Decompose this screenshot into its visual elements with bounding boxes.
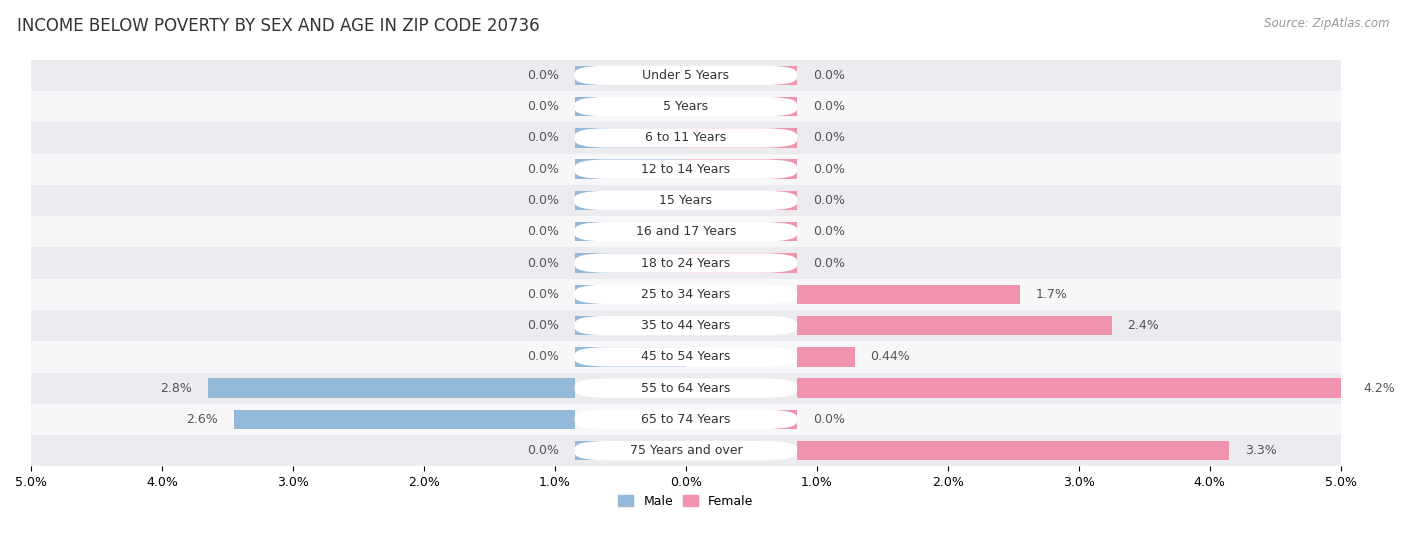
Text: Source: ZipAtlas.com: Source: ZipAtlas.com	[1264, 17, 1389, 30]
FancyBboxPatch shape	[575, 441, 797, 461]
FancyBboxPatch shape	[575, 378, 797, 398]
Text: 1.7%: 1.7%	[1036, 288, 1067, 301]
Text: 0.0%: 0.0%	[813, 131, 845, 144]
Text: 0.0%: 0.0%	[813, 100, 845, 113]
Text: 0.0%: 0.0%	[527, 444, 558, 457]
Text: Under 5 Years: Under 5 Years	[643, 69, 730, 82]
Text: 0.0%: 0.0%	[813, 194, 845, 207]
Text: 3.3%: 3.3%	[1246, 444, 1277, 457]
Text: 16 and 17 Years: 16 and 17 Years	[636, 225, 737, 238]
Bar	[686, 410, 797, 429]
FancyBboxPatch shape	[575, 65, 797, 85]
Text: 0.0%: 0.0%	[527, 288, 558, 301]
Bar	[797, 441, 1229, 461]
Bar	[575, 159, 686, 179]
Text: 0.0%: 0.0%	[813, 69, 845, 82]
Text: 0.0%: 0.0%	[527, 163, 558, 176]
Text: 2.4%: 2.4%	[1128, 319, 1159, 332]
FancyBboxPatch shape	[575, 128, 797, 148]
Text: 6 to 11 Years: 6 to 11 Years	[645, 131, 727, 144]
Text: 2.6%: 2.6%	[187, 413, 218, 426]
Bar	[31, 310, 1341, 341]
Bar	[31, 279, 1341, 310]
Text: 18 to 24 Years: 18 to 24 Years	[641, 257, 731, 269]
Bar	[31, 91, 1341, 122]
Text: 45 to 54 Years: 45 to 54 Years	[641, 350, 731, 363]
Text: 35 to 44 Years: 35 to 44 Years	[641, 319, 731, 332]
Bar	[686, 159, 797, 179]
Bar	[31, 185, 1341, 216]
Bar	[575, 441, 686, 461]
Text: 0.0%: 0.0%	[813, 413, 845, 426]
Bar	[31, 60, 1341, 91]
Bar	[31, 435, 1341, 466]
Text: 0.44%: 0.44%	[870, 350, 910, 363]
Text: 65 to 74 Years: 65 to 74 Years	[641, 413, 731, 426]
Bar	[686, 191, 797, 210]
Text: 5 Years: 5 Years	[664, 100, 709, 113]
Bar	[686, 65, 797, 85]
Bar	[797, 378, 1347, 398]
Text: 55 to 64 Years: 55 to 64 Years	[641, 382, 731, 395]
Bar	[575, 285, 686, 304]
Bar	[686, 222, 797, 241]
Bar	[31, 248, 1341, 279]
FancyBboxPatch shape	[575, 285, 797, 304]
Bar	[208, 378, 575, 398]
Text: 0.0%: 0.0%	[813, 225, 845, 238]
Text: 0.0%: 0.0%	[527, 319, 558, 332]
Bar	[31, 154, 1341, 185]
FancyBboxPatch shape	[575, 191, 797, 210]
Bar	[686, 128, 797, 148]
Text: 15 Years: 15 Years	[659, 194, 713, 207]
Text: 75 Years and over: 75 Years and over	[630, 444, 742, 457]
Text: 25 to 34 Years: 25 to 34 Years	[641, 288, 731, 301]
Bar	[575, 222, 686, 241]
Bar	[575, 316, 686, 335]
Text: 12 to 14 Years: 12 to 14 Years	[641, 163, 731, 176]
FancyBboxPatch shape	[575, 97, 797, 116]
Bar	[31, 122, 1341, 154]
Text: 0.0%: 0.0%	[813, 163, 845, 176]
Text: 4.2%: 4.2%	[1362, 382, 1395, 395]
Text: 0.0%: 0.0%	[527, 100, 558, 113]
Text: 0.0%: 0.0%	[527, 350, 558, 363]
Bar	[575, 65, 686, 85]
Bar	[575, 97, 686, 116]
Text: 0.0%: 0.0%	[527, 257, 558, 269]
Text: 0.0%: 0.0%	[813, 257, 845, 269]
Text: 0.0%: 0.0%	[527, 69, 558, 82]
FancyBboxPatch shape	[575, 316, 797, 335]
Bar	[233, 410, 575, 429]
Text: INCOME BELOW POVERTY BY SEX AND AGE IN ZIP CODE 20736: INCOME BELOW POVERTY BY SEX AND AGE IN Z…	[17, 17, 540, 35]
FancyBboxPatch shape	[575, 253, 797, 273]
Bar	[797, 347, 855, 367]
FancyBboxPatch shape	[575, 222, 797, 241]
Bar	[575, 128, 686, 148]
Text: 0.0%: 0.0%	[527, 194, 558, 207]
FancyBboxPatch shape	[575, 410, 797, 429]
Bar	[797, 285, 1019, 304]
Bar	[575, 347, 686, 367]
Bar	[31, 341, 1341, 372]
Bar	[797, 316, 1112, 335]
Bar	[31, 404, 1341, 435]
Text: 0.0%: 0.0%	[527, 225, 558, 238]
Bar	[686, 97, 797, 116]
Text: 0.0%: 0.0%	[527, 131, 558, 144]
Bar	[31, 216, 1341, 248]
Bar	[575, 253, 686, 273]
Text: 2.8%: 2.8%	[160, 382, 193, 395]
Bar	[575, 191, 686, 210]
Legend: Male, Female: Male, Female	[613, 490, 758, 513]
Bar	[31, 372, 1341, 404]
Bar	[686, 253, 797, 273]
FancyBboxPatch shape	[575, 159, 797, 179]
FancyBboxPatch shape	[575, 347, 797, 367]
